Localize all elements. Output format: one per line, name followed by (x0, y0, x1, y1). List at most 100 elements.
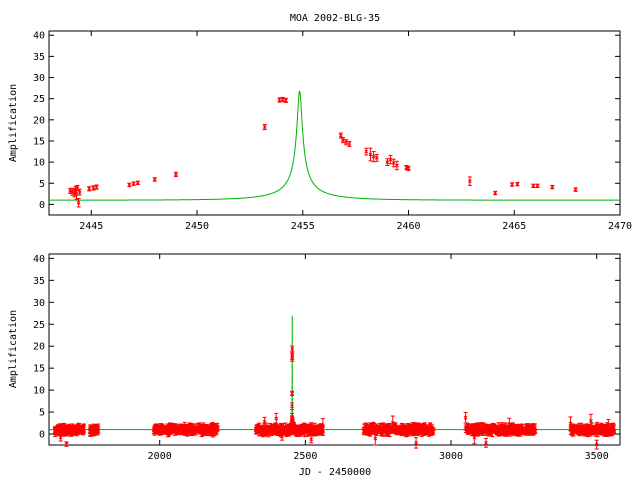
data-point (76, 426, 80, 431)
data-point (175, 430, 180, 434)
y-tick-label: 10 (33, 158, 45, 169)
y-tick-label: 30 (33, 298, 45, 309)
data-point (341, 138, 345, 142)
data-point (500, 425, 505, 429)
data-point (91, 186, 96, 190)
data-point (483, 429, 488, 434)
y-tick-label: 20 (33, 342, 45, 353)
data-point (262, 125, 267, 129)
data-point (401, 430, 406, 435)
data-point (520, 426, 525, 430)
data-point (515, 182, 520, 186)
y-tick-label: 10 (33, 386, 45, 397)
data-point (391, 161, 396, 165)
data-point (207, 425, 212, 430)
data-point (487, 426, 492, 431)
x-tick-label: 2500 (293, 451, 317, 462)
data-point (380, 429, 385, 434)
data-point (470, 425, 475, 429)
data-point (388, 157, 393, 162)
y-tick-label: 15 (33, 136, 45, 147)
data-point (387, 427, 392, 432)
data-point (127, 183, 132, 187)
data-point (94, 185, 99, 189)
y-tick-label: 20 (33, 115, 45, 126)
data-point (510, 182, 514, 187)
chart-title: MOA 2002-BLG-35 (290, 13, 380, 24)
data-point (176, 425, 181, 430)
data-point (467, 179, 472, 184)
data-point (535, 183, 540, 188)
data-point (212, 426, 217, 431)
data-point (204, 428, 209, 433)
y-tick-label: 35 (33, 52, 45, 63)
data-point (68, 189, 73, 193)
data-point (56, 426, 61, 430)
data-point (371, 425, 376, 430)
data-point (290, 404, 294, 409)
data-point (157, 429, 161, 434)
data-point (281, 427, 286, 432)
data-point (180, 426, 185, 431)
y-tick-label: 35 (33, 276, 45, 287)
y-tick-label: 5 (39, 179, 45, 190)
data-point (347, 142, 352, 146)
data-point (152, 177, 157, 182)
data-point (515, 426, 519, 431)
data-point (374, 425, 379, 430)
data-point (290, 347, 295, 351)
data-point (491, 429, 496, 433)
data-point (280, 97, 285, 102)
data-point (479, 425, 484, 429)
data-point (365, 428, 370, 433)
data-point (524, 427, 529, 432)
data-point (395, 163, 399, 168)
data-point (344, 140, 348, 145)
full-panel-model-curve (49, 315, 620, 431)
zoom-panel-model-curve (49, 90, 620, 201)
x-tick-label: 2000 (148, 451, 172, 462)
y-tick-label: 40 (33, 31, 45, 42)
data-point (67, 427, 72, 431)
data-point (90, 427, 95, 432)
full-panel-frame (48, 253, 621, 446)
data-point (182, 428, 187, 433)
data-point (362, 429, 366, 433)
data-point (423, 425, 427, 430)
data-point (463, 426, 468, 431)
data-point (303, 427, 307, 432)
data-point (531, 183, 536, 188)
data-point (174, 172, 178, 177)
data-point (504, 429, 509, 433)
data-point (195, 428, 200, 433)
zoom-panel-data-points (68, 96, 578, 208)
zoom-panel-frame (48, 30, 621, 216)
data-point (276, 427, 281, 432)
data-point (265, 428, 270, 432)
data-point (76, 200, 81, 205)
x-tick-label: 2460 (396, 221, 420, 232)
full-panel-axes: 0 5 10 15 20 25 30 35 40 2000 2500 3000 3500 (33, 254, 620, 462)
data-point (409, 426, 413, 431)
data-point (308, 425, 313, 429)
model-peak (280, 315, 304, 431)
data-point (131, 181, 136, 186)
data-point (77, 190, 82, 195)
zoom-panel: 0 5 10 15 20 25 30 35 40 2445 2450 2455 2460 2465 2470… (8, 30, 632, 232)
data-point (475, 427, 479, 431)
x-tick-label: 2450 (185, 221, 209, 232)
data-point (374, 156, 379, 160)
x-tick-label: 2465 (502, 221, 526, 232)
y-tick-label: 5 (39, 408, 45, 419)
data-point (81, 426, 86, 431)
data-point (87, 186, 92, 191)
data-point (385, 160, 390, 164)
data-point (364, 149, 369, 154)
data-point (395, 427, 399, 432)
data-point (163, 428, 167, 432)
data-point (406, 166, 411, 171)
data-point (414, 427, 419, 431)
data-point (529, 427, 533, 431)
